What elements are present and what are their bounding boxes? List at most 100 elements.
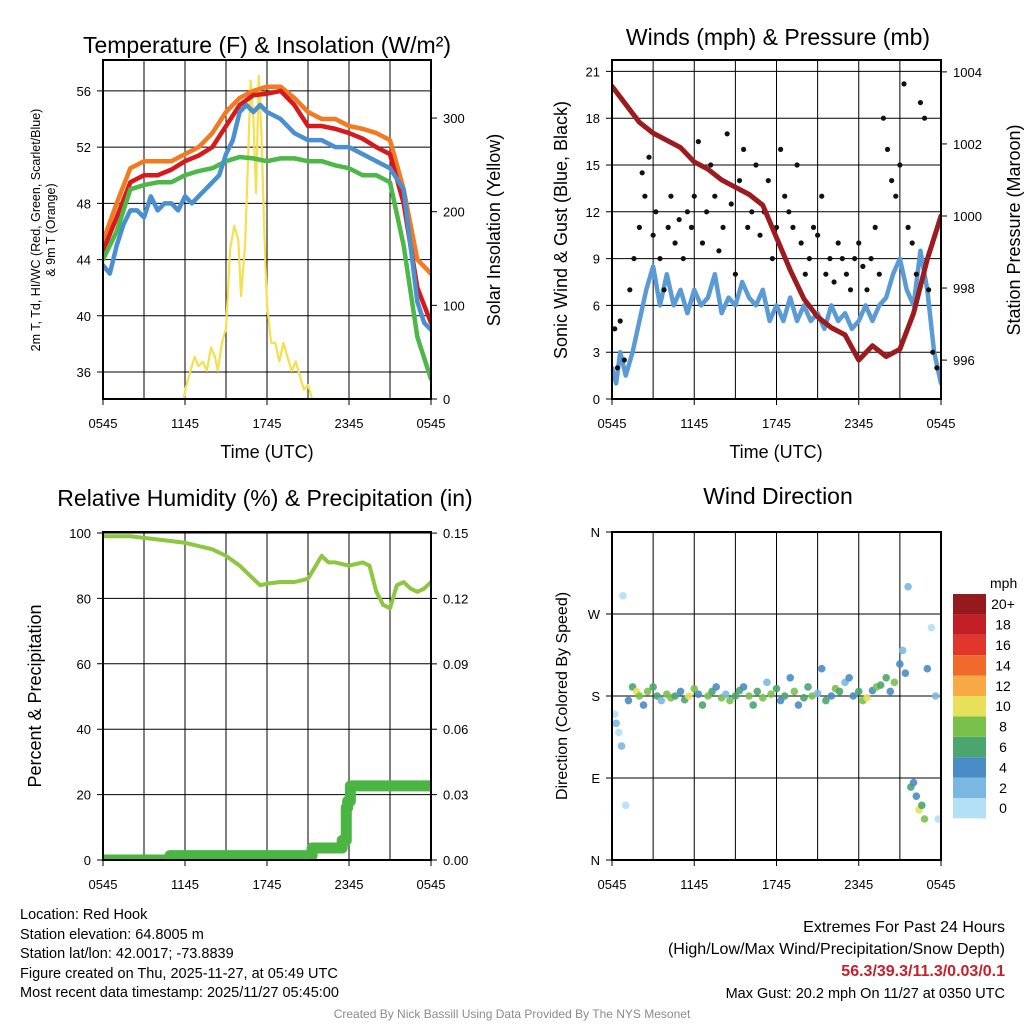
gust-point <box>668 193 674 199</box>
gust-point <box>831 279 837 285</box>
temperature-ytick-label: 56 <box>77 84 91 99</box>
legend-label: 10 <box>995 698 1011 714</box>
extremes-title: Extremes For Past 24 Hours <box>803 919 1005 936</box>
winds-ytick-label: 9 <box>593 252 600 267</box>
wind-direction-point <box>898 646 907 655</box>
temperature-y2tick-label: 300 <box>443 111 465 126</box>
legend-swatch <box>953 634 986 656</box>
wind-direction-point <box>767 690 775 698</box>
gust-point <box>913 271 919 277</box>
extremes-box: Extremes For Past 24 Hours (High/Low/Max… <box>668 917 1005 1005</box>
gust-point <box>778 146 784 152</box>
sonic-wind-line <box>612 248 941 386</box>
winds-ytick-label: 6 <box>593 298 600 313</box>
wind-direction-point <box>763 678 771 687</box>
gust-point <box>695 138 701 145</box>
relative-ytick-label: 0 <box>84 853 91 868</box>
gust-point <box>765 177 771 184</box>
relative-y2tick-label: 0.00 <box>443 853 468 868</box>
winds-y2tick-label: 998 <box>953 281 975 296</box>
legend-label: 2 <box>999 780 1007 796</box>
gust-point <box>921 115 928 121</box>
legend-swatch <box>953 736 986 758</box>
credit-text: Created By Nick Bassill Using Data Provi… <box>333 1007 691 1021</box>
temperature-ytick-label: 36 <box>77 365 91 380</box>
gust-point <box>741 146 747 152</box>
hi-wc-line <box>103 102 431 333</box>
wind-direction-point <box>694 690 703 698</box>
max-gust-text: Max Gust: 20.2 mph On 11/27 at 0350 UTC <box>725 986 1005 1002</box>
wind-direction-point <box>934 815 941 823</box>
wind-ytick-label: N <box>591 853 600 868</box>
extremes-description: (High/Low/Max Wind/Precipitation/Snow De… <box>667 941 1005 958</box>
legend-swatch <box>953 757 986 778</box>
temperature-title: Temperature (F) & Insolation (W/m²) <box>83 32 451 58</box>
wind-direction-point <box>813 689 822 698</box>
wind-direction-point <box>882 673 890 682</box>
legend-swatch <box>953 696 986 717</box>
wind-ytick-label: E <box>591 771 600 786</box>
gust-point <box>642 193 648 199</box>
gust-point <box>753 162 759 168</box>
temperature-plot-frame <box>102 59 432 400</box>
wind-direction-point <box>923 664 932 673</box>
winds-xtick-label: 1745 <box>762 416 791 431</box>
wind-direction-point <box>890 678 899 687</box>
gust-point <box>815 232 821 238</box>
wind-direction-point <box>927 623 936 632</box>
gust-point <box>749 209 755 215</box>
gust-point <box>657 255 663 262</box>
wind-direction-point <box>635 692 644 700</box>
relative-y2tick-label: 0.12 <box>443 591 468 606</box>
gust-point <box>864 287 870 293</box>
winds-ytick-label: 0 <box>593 392 600 407</box>
wind-direction-point <box>758 694 767 702</box>
recent-data-text: Most recent data timestamp: 2025/11/27 0… <box>20 985 339 1001</box>
gust-point <box>745 224 751 230</box>
temperature-xtick-label: 0545 <box>417 416 446 431</box>
wind-plot-frame <box>611 531 942 861</box>
winds-ytick-label: 18 <box>586 111 600 126</box>
td-line <box>103 154 431 382</box>
wind-direction-point <box>739 683 748 691</box>
pressure-ylabel: Station Pressure (Maroon) <box>1004 124 1024 335</box>
wind-direction-point <box>643 687 652 696</box>
wind-direction-point <box>886 687 895 696</box>
wind-direction-point <box>712 683 720 691</box>
gust-point <box>856 240 862 246</box>
winds-xtick-label: 2345 <box>844 416 873 431</box>
wind-direction-panel: Wind Direction Direction (Colored By Spe… <box>554 483 1017 892</box>
gust-point <box>724 131 730 137</box>
legend-label: 8 <box>999 719 1007 735</box>
gust-point <box>926 287 932 293</box>
winds-ytick-label: 12 <box>586 205 600 220</box>
gust-point <box>769 255 775 262</box>
created-text: Figure created on Thu, 2025-11-27, at 05… <box>20 965 338 982</box>
winds-ylabel: Sonic Wind & Gust (Blue, Black) <box>551 101 571 359</box>
gust-point <box>852 255 858 262</box>
relative-ytick-label: 100 <box>69 526 91 541</box>
wind-direction-point <box>780 692 789 700</box>
relative-xtick-label: 2345 <box>335 877 364 892</box>
wind-direction-point <box>684 692 693 700</box>
wind-direction-point <box>621 801 630 810</box>
gust-point <box>930 349 936 355</box>
winds-data-layer <box>612 81 941 386</box>
gust-point <box>934 365 940 371</box>
wind-direction-point <box>624 696 633 705</box>
winds-ytick-label: 15 <box>586 158 600 173</box>
gust-point <box>905 224 911 230</box>
gust-point <box>627 287 633 293</box>
gust-point <box>782 193 788 199</box>
temperature-ytick-label: 52 <box>77 140 91 155</box>
gust-point <box>860 263 866 269</box>
wind-direction-point <box>854 687 863 696</box>
wind-direction-point <box>931 692 940 700</box>
wind-direction-point <box>676 687 685 696</box>
gust-point <box>650 232 656 238</box>
wind-direction-point <box>657 696 666 705</box>
gust-point <box>631 255 637 262</box>
precipitation-line <box>103 780 431 860</box>
wind-xtick-label: 0545 <box>598 877 627 892</box>
relative-xtick-label: 1745 <box>253 877 282 892</box>
